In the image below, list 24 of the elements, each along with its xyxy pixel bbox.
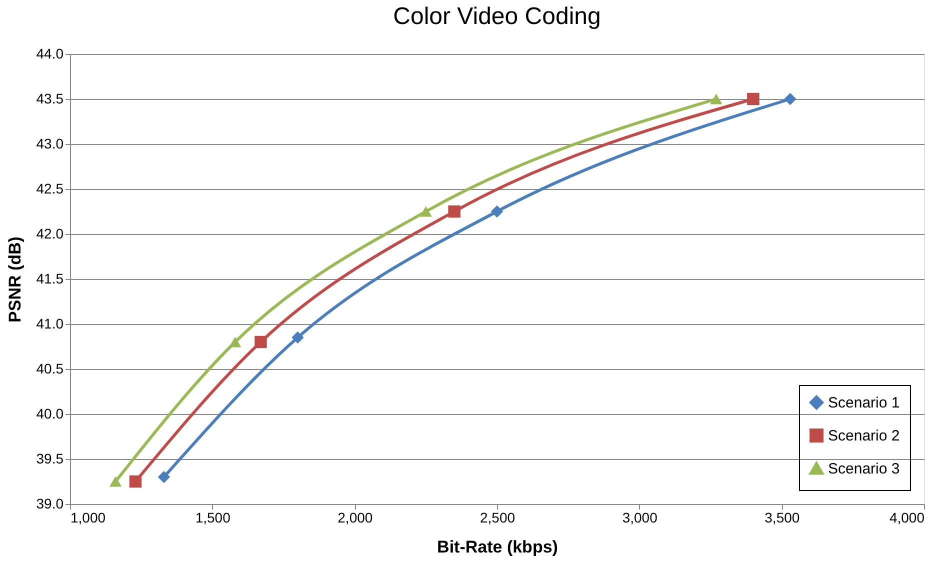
legend-label: Scenario 3	[828, 460, 900, 478]
y-tick-label: 39.5	[36, 450, 64, 466]
x-tick-label: 1,500	[195, 510, 231, 526]
x-tick-label: 2,000	[338, 510, 373, 526]
y-tick-label: 41.0	[36, 316, 64, 332]
legend-label: Scenario 1	[828, 394, 900, 412]
x-tick-label: 2,500	[480, 510, 516, 526]
y-tick-label: 40.0	[36, 406, 64, 422]
y-tick-label: 40.5	[36, 360, 64, 376]
legend-label: Scenario 2	[828, 428, 900, 444]
x-tick-label: 4,000	[889, 510, 925, 526]
y-tick-label: 39.0	[36, 496, 64, 512]
y-tick-label: 41.5	[36, 270, 64, 286]
x-tick-label: 3,000	[622, 510, 658, 526]
x-axis-title: Bit-Rate (kbps)	[437, 538, 558, 556]
x-tick-label: 3,500	[764, 510, 800, 526]
y-tick-label: 42.5	[36, 180, 64, 196]
y-tick-label: 42.0	[36, 226, 64, 242]
chart-title: Color Video Coding	[393, 3, 601, 30]
y-tick-label: 43.5	[36, 90, 64, 106]
y-tick-label: 44.0	[36, 46, 64, 62]
y-tick-label: 43.0	[36, 136, 64, 152]
x-tick-label: 1,000	[70, 510, 106, 526]
y-axis-title: PSNR (dB)	[5, 236, 24, 322]
